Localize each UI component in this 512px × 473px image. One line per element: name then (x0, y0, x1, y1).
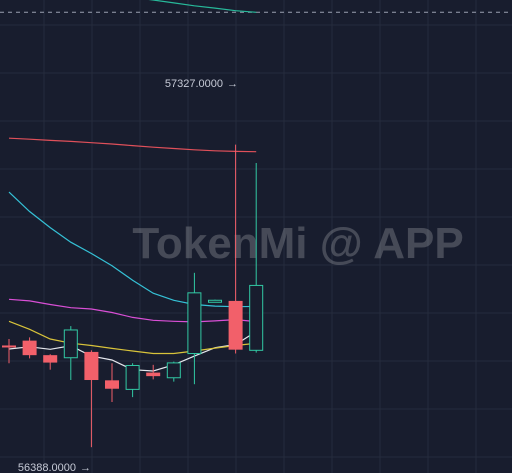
candle-body-down (22, 340, 37, 356)
moving-average-ma6 (148, 0, 257, 13)
candle-body-up (125, 364, 140, 390)
candle-body-down (105, 380, 119, 389)
candle-body-down (43, 355, 58, 363)
watermark: TokenMi @ APP (132, 219, 463, 268)
moving-average-ma3 (8, 298, 257, 323)
moving-average-ma2 (8, 320, 257, 355)
candle-body-up (208, 299, 222, 303)
high-price-arrow: → (227, 78, 238, 90)
moving-average-ma4 (8, 191, 257, 308)
moving-average-ma5 (8, 137, 257, 153)
high-price-label: 57327.0000 (165, 78, 223, 90)
moving-average-lines (8, 0, 257, 372)
low-price-label: 56388.0000 (18, 462, 76, 473)
candle-body-down (2, 345, 16, 348)
candle-body-down (84, 351, 99, 381)
candle-body-down (146, 372, 161, 377)
candle-body-up (249, 284, 264, 351)
candle-body-down (228, 300, 243, 350)
price-labels: 57327.0000 → 56388.0000 → (18, 78, 238, 473)
candle-body-up (63, 329, 78, 359)
candle-body-up (166, 362, 181, 379)
low-price-arrow: → (80, 462, 91, 473)
candles (2, 144, 264, 448)
candle-body-up (187, 292, 202, 355)
